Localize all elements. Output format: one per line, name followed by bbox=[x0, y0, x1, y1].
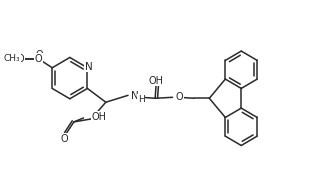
Text: N: N bbox=[131, 91, 139, 101]
Text: OH: OH bbox=[149, 76, 164, 86]
Text: O: O bbox=[175, 92, 183, 102]
Text: O: O bbox=[16, 54, 24, 64]
Text: OH: OH bbox=[91, 112, 106, 122]
Text: N: N bbox=[84, 62, 92, 72]
Text: O: O bbox=[60, 134, 68, 144]
Text: O: O bbox=[36, 50, 44, 60]
Text: H: H bbox=[138, 95, 144, 104]
Text: O: O bbox=[35, 54, 42, 64]
Text: CH₃: CH₃ bbox=[4, 54, 20, 63]
